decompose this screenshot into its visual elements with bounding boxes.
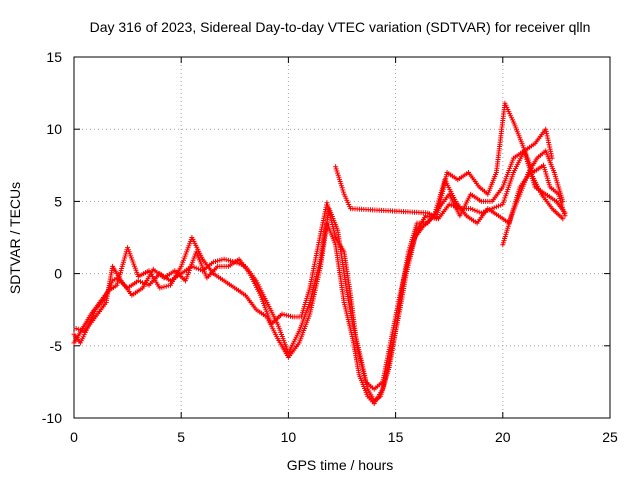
series-markers <box>73 100 568 392</box>
series-line <box>335 127 553 220</box>
series-markers <box>333 126 555 222</box>
x-tick-label: 5 <box>177 429 185 445</box>
y-tick-labels: -10 -5 0 5 10 15 <box>42 49 62 426</box>
plot-frame <box>73 56 611 419</box>
y-tick-label: 15 <box>46 49 62 65</box>
x-tick-label: 0 <box>70 429 78 445</box>
x-axis-label: GPS time / hours <box>287 457 394 473</box>
x-tick-label: 20 <box>495 429 511 445</box>
data-series <box>71 100 568 407</box>
axis-ticks <box>73 56 611 419</box>
series-trace-b <box>71 170 566 407</box>
grid <box>74 57 610 418</box>
series-markers <box>500 148 566 248</box>
y-tick-label: 0 <box>54 266 62 282</box>
y-tick-label: -5 <box>50 338 63 354</box>
x-tick-label: 25 <box>602 429 618 445</box>
y-tick-label: 10 <box>46 121 62 137</box>
x-tick-labels: 0 5 10 15 20 25 <box>70 429 618 445</box>
y-tick-label: 5 <box>54 193 62 209</box>
series-markers <box>71 170 566 407</box>
series-trace-e <box>500 148 566 248</box>
series-trace-c <box>73 100 568 392</box>
y-axis-label: SDTVAR / TECUs <box>7 182 23 294</box>
series-trace-d <box>333 126 555 222</box>
x-tick-label: 10 <box>281 429 297 445</box>
chart-title: Day 316 of 2023, Sidereal Day-to-day VTE… <box>90 19 591 35</box>
x-tick-label: 15 <box>388 429 404 445</box>
y-tick-label: -10 <box>42 410 62 426</box>
